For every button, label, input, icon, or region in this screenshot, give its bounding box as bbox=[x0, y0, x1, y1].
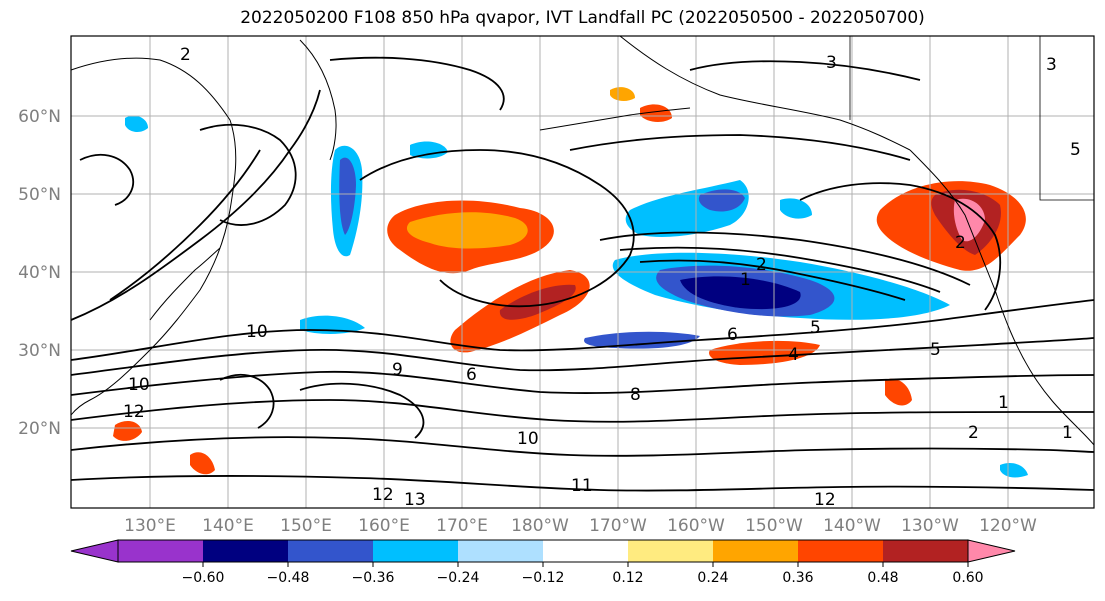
positive-anomaly-blob bbox=[885, 378, 912, 406]
longitude-label: 170°E bbox=[436, 516, 488, 536]
colorbar-tick-labels: −0.60 −0.48 −0.36 −0.24 −0.12 0.12 0.24 0.36 0.4… bbox=[182, 562, 984, 586]
negative-anomaly-blob bbox=[680, 276, 801, 310]
colorbar-swatch bbox=[373, 540, 458, 562]
longitude-label: 180°W bbox=[511, 516, 569, 536]
colorbar-tick-label: 0.24 bbox=[697, 570, 728, 586]
contour-labels: 2 3 3 5 2 1 2 6 5 4 10 10 9 6 8 12 12 13… bbox=[123, 45, 1081, 510]
latitude-labels: 60°N 50°N 40°N 30°N 20°N bbox=[18, 107, 61, 439]
colorbar-tick-label: −0.60 bbox=[182, 570, 225, 586]
colorbar-tick-label: 0.36 bbox=[782, 570, 813, 586]
aleutian-coastline bbox=[539, 107, 691, 131]
longitude-label: 120°W bbox=[979, 516, 1037, 536]
kamchatka-coastline bbox=[299, 39, 337, 161]
contour-label: 9 bbox=[392, 360, 403, 380]
negative-anomaly-blob bbox=[1000, 463, 1028, 478]
colorbar-swatch bbox=[883, 540, 968, 562]
positive-anomaly-blob bbox=[190, 452, 215, 475]
negative-anomaly-blob bbox=[125, 115, 148, 132]
colorbar-swatch bbox=[203, 540, 288, 562]
contour-label: 12 bbox=[372, 485, 394, 505]
latitude-label: 50°N bbox=[18, 185, 61, 205]
colorbar-tick-label: 0.60 bbox=[952, 570, 983, 586]
contours bbox=[70, 56, 1095, 492]
longitude-label: 160°W bbox=[667, 516, 725, 536]
contour-label: 12 bbox=[123, 402, 145, 422]
contour-label: 5 bbox=[810, 318, 821, 338]
colorbar-swatch bbox=[118, 540, 203, 562]
national-border bbox=[1039, 36, 1094, 201]
longitude-label: 140°E bbox=[202, 516, 254, 536]
positive-anomaly-blob bbox=[610, 87, 635, 102]
contour-label: 8 bbox=[630, 385, 641, 405]
latitude-label: 60°N bbox=[18, 107, 61, 127]
colorbar-extend-low bbox=[70, 539, 119, 563]
longitude-label: 130°E bbox=[124, 516, 176, 536]
colorbar bbox=[70, 539, 1016, 563]
negative-anomaly-blob bbox=[339, 157, 356, 235]
contour-label: 1 bbox=[1062, 423, 1073, 443]
colorbar-tick-label: −0.36 bbox=[352, 570, 395, 586]
latitude-label: 40°N bbox=[18, 263, 61, 283]
longitude-label: 160°E bbox=[358, 516, 410, 536]
contour-label: 3 bbox=[826, 53, 837, 73]
japan-coastline bbox=[149, 247, 221, 321]
positive-anomaly-blob bbox=[113, 420, 142, 441]
colorbar-tick-label: 0.12 bbox=[612, 570, 643, 586]
contour-label: 6 bbox=[466, 365, 477, 385]
colorbar-swatch bbox=[543, 540, 628, 562]
colorbar-extend-high bbox=[967, 539, 1016, 563]
alaska-coastline bbox=[619, 35, 911, 151]
positive-anomaly-blob bbox=[499, 284, 576, 320]
contour-label: 2 bbox=[756, 255, 767, 275]
contour-label: 13 bbox=[404, 490, 426, 510]
colorbar-tick-label: 0.48 bbox=[867, 570, 898, 586]
colorbar-swatch bbox=[458, 540, 543, 562]
longitude-label: 140°W bbox=[823, 516, 881, 536]
contour-label: 12 bbox=[814, 490, 836, 510]
negative-anomaly-blob bbox=[780, 198, 812, 219]
shaded-field bbox=[113, 87, 1028, 478]
longitude-label: 130°W bbox=[901, 516, 959, 536]
contour-label: 2 bbox=[955, 233, 966, 253]
na-west-coastline bbox=[909, 149, 1095, 446]
contour-label: 10 bbox=[517, 429, 539, 449]
colorbar-tick-label: −0.48 bbox=[267, 570, 310, 586]
contour-label: 10 bbox=[128, 375, 150, 395]
longitude-label: 150°W bbox=[745, 516, 803, 536]
graticule bbox=[71, 36, 1094, 508]
contour-label: 6 bbox=[727, 325, 738, 345]
contour-label: 5 bbox=[1070, 140, 1081, 160]
map-title: 2022050200 F108 850 hPa qvapor, IVT Land… bbox=[240, 8, 925, 28]
latitude-label: 30°N bbox=[18, 341, 61, 361]
longitude-label: 150°E bbox=[280, 516, 332, 536]
contour-label: 3 bbox=[1046, 55, 1057, 75]
longitude-label: 170°W bbox=[589, 516, 647, 536]
map-frame bbox=[70, 35, 1095, 509]
colorbar-swatch bbox=[628, 540, 713, 562]
longitude-labels: 130°E 140°E 150°E 160°E 170°E 180°W 170°… bbox=[124, 516, 1037, 536]
negative-anomaly-blob bbox=[584, 331, 700, 349]
colorbar-tick-label: −0.12 bbox=[522, 570, 565, 586]
colorbar-swatch bbox=[288, 540, 373, 562]
negative-anomaly-blob bbox=[698, 189, 745, 212]
positive-anomaly-blob bbox=[406, 212, 528, 249]
colorbar-swatch bbox=[713, 540, 798, 562]
contour-label: 11 bbox=[571, 476, 593, 496]
contour-label: 2 bbox=[968, 423, 979, 443]
contour-label: 5 bbox=[930, 340, 941, 360]
colorbar-swatch bbox=[798, 540, 883, 562]
latitude-label: 20°N bbox=[18, 419, 61, 439]
contour-label: 1 bbox=[740, 270, 751, 290]
colorbar-tick-label: −0.24 bbox=[437, 570, 480, 586]
contour-label: 2 bbox=[180, 45, 191, 65]
contour-label: 10 bbox=[246, 322, 268, 342]
positive-anomaly-blob bbox=[640, 104, 672, 122]
contour-label: 1 bbox=[998, 393, 1009, 413]
contour-label: 4 bbox=[788, 345, 799, 365]
negative-anomaly-blob bbox=[410, 141, 448, 159]
